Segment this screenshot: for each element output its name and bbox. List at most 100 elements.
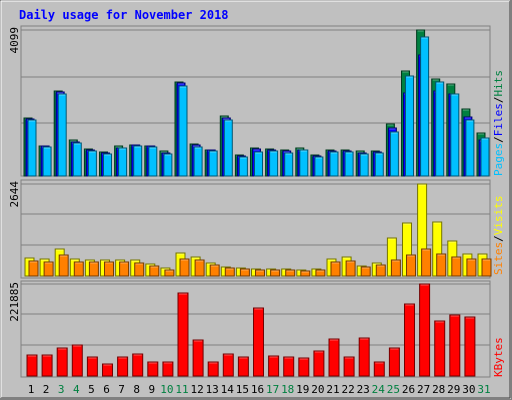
bar-kbytes [132,353,144,377]
bar-kbytes [162,361,174,377]
bar-sites [390,259,401,277]
bar-pages [344,151,354,177]
bar-pages-day-2 [42,146,52,177]
bar-kbytes-day-16 [253,307,264,377]
bar-pages-day-9 [148,146,158,177]
bar-pages-day-18 [284,152,294,177]
bar-sites-day-21 [330,261,341,277]
x-tick-day-30: 30 [462,383,475,396]
bar-pages [42,146,52,177]
bar-pages [480,137,490,177]
bar-kbytes [102,363,113,377]
x-tick-day-18: 18 [281,383,294,396]
bar-sites [239,268,250,277]
bar-pages [238,156,248,177]
panel-kbytes-max-label: 221885 [8,282,21,322]
bar-kbytes-day-27 [419,283,431,377]
bar-sites [360,266,371,277]
bar-pages-day-16 [254,151,263,177]
bar-sites [194,259,205,277]
bar-kbytes-day-9 [147,361,159,377]
bar-kbytes [388,347,400,377]
bar-pages [284,152,294,177]
x-tick-day-12: 12 [190,383,203,396]
bar-pages-day-3 [57,93,67,177]
bar-kbytes-day-17 [268,355,280,377]
panel-visits-legend: Sites/Visits [492,196,505,276]
bar-pages-day-30 [465,119,475,177]
bar-sites [375,264,386,277]
bar-pages [314,156,324,177]
bar-kbytes [404,303,415,377]
bar-sites [73,261,84,277]
x-tick-day-19: 19 [296,383,309,396]
x-tick-day-20: 20 [311,383,324,396]
bar-sites-day-22 [345,260,356,277]
bar-kbytes-day-30 [464,316,476,377]
bar-kbytes-day-5 [86,356,98,377]
bar-sites-day-25 [390,259,401,277]
bar-kbytes [283,356,295,377]
bar-pages [329,151,339,177]
bar-kbytes [253,307,264,377]
bar-kbytes-day-10 [162,361,174,377]
bar-pages-day-14 [223,119,233,177]
bar-kbytes [358,337,370,377]
bar-sites [88,261,99,277]
bar-sites [104,261,114,277]
x-tick-day-4: 4 [73,383,80,396]
bar-kbytes [313,350,325,377]
bar-kbytes [26,354,38,377]
bar-sites [406,254,416,277]
bar-sites-day-27 [421,248,432,277]
bar-pages [420,36,430,177]
bar-sites-day-31 [481,258,492,277]
bar-kbytes-day-13 [207,361,219,377]
x-tick-day-13: 13 [206,383,219,396]
bar-pages [87,150,97,177]
panel-hits-legend: Pages/Files/Hits [492,70,505,176]
bar-sites [481,258,492,277]
bar-sites [421,248,432,277]
bar-sites [28,260,39,277]
bar-kbytes-day-21 [328,338,340,377]
bar-kbytes-day-15 [237,356,249,377]
bar-pages-day-25 [389,131,399,177]
x-tick-day-23: 23 [357,383,370,396]
x-tick-day-10: 10 [160,383,173,396]
x-tick-day-1: 1 [28,383,35,396]
bar-sites-day-30 [466,258,477,277]
bar-sites-day-11 [179,258,190,277]
x-tick-day-24: 24 [372,383,386,396]
x-tick-day-22: 22 [341,383,354,396]
panel-kbytes: 221885 KBytes [8,280,505,378]
bar-pages-day-1 [27,119,37,177]
panel-hits: 4099 Pages/Files/Hits [8,25,505,177]
legend-pages: Pages [492,143,505,176]
bar-sites [451,256,462,277]
x-tick-day-15: 15 [236,383,249,396]
bar-pages-day-15 [238,156,248,177]
bar-sites [330,261,341,277]
bar-kbytes-day-22 [343,356,355,377]
bar-pages-day-26 [405,75,414,177]
x-tick-day-28: 28 [432,383,445,396]
bar-sites-day-16 [255,269,265,277]
bar-sites [149,265,160,277]
bar-sites-day-9 [149,265,160,277]
bar-sites-day-12 [194,259,205,277]
legend-visits: Visits [492,196,505,236]
bar-kbytes [464,316,476,377]
bar-kbytes-day-4 [71,344,83,377]
bar-pages [208,150,218,177]
bar-pages [223,119,233,177]
bar-sites-day-20 [315,269,326,277]
bar-pages-day-12 [193,146,203,177]
bar-sites-day-5 [88,261,99,277]
bar-sites [345,260,356,277]
bar-pages-day-5 [87,150,97,177]
bar-pages-day-28 [435,81,445,177]
bar-kbytes [268,355,280,377]
bar-sites-day-26 [406,254,416,277]
x-tick-day-6: 6 [103,383,110,396]
